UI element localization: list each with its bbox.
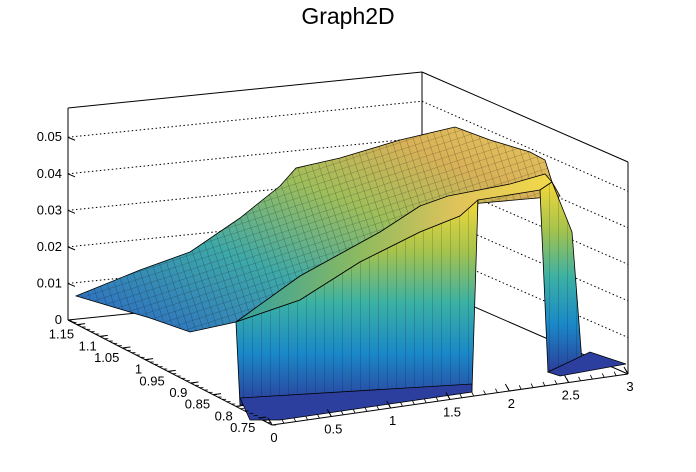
x-minor-tick <box>388 403 392 409</box>
surface-floor-right <box>546 351 627 377</box>
z-grid-left-5 <box>67 100 423 138</box>
y-tick-label: 1 <box>135 362 142 377</box>
x-minor-tick <box>376 405 380 410</box>
x-minor-tick <box>554 380 558 385</box>
x-minor-tick <box>412 400 415 405</box>
x-tick-label: 3 <box>626 379 633 394</box>
z-tick-mark <box>67 136 76 141</box>
frame-edge-front-y <box>67 319 273 426</box>
x-minor-tick <box>601 373 605 378</box>
axis-ticks: 00.010.020.030.040.0500.511.522.530.750.… <box>37 129 634 445</box>
z-grid-right-5 <box>421 100 629 192</box>
z-tick-mark <box>67 246 76 251</box>
z-tick-label: 0 <box>55 312 62 327</box>
x-tick-label: 2.5 <box>562 388 580 403</box>
surface <box>74 126 627 421</box>
y-tick-label: 0.85 <box>185 397 210 412</box>
x-minor-tick <box>352 408 356 414</box>
x-minor-tick <box>483 390 486 395</box>
y-tick-label: 0.8 <box>215 408 233 423</box>
chart-title: Graph2D <box>301 3 394 29</box>
x-minor-tick <box>578 376 581 381</box>
x-minor-tick <box>317 414 320 419</box>
y-tick-label: 1.05 <box>94 350 119 365</box>
x-minor-tick <box>328 412 332 417</box>
z-tick-label: 0.01 <box>37 275 62 290</box>
x-minor-tick <box>447 395 451 400</box>
x-tick-label: 0.5 <box>324 422 342 437</box>
x-minor-tick <box>423 398 427 404</box>
x-minor-tick <box>613 371 617 376</box>
x-tick-label: 1.5 <box>443 405 461 420</box>
y-tick-label: 1.1 <box>79 338 97 353</box>
x-minor-tick <box>281 419 285 424</box>
x-tick-label: 0 <box>270 430 277 445</box>
y-tick-label: 0.75 <box>230 420 255 435</box>
frame-edge-top-back-right <box>421 71 629 163</box>
x-minor-tick <box>435 397 439 402</box>
z-tick-label: 0.02 <box>37 239 62 254</box>
y-tick-label: 0.9 <box>169 385 187 400</box>
x-minor-tick <box>471 391 475 397</box>
surface-wall-front-mesh <box>236 200 478 405</box>
x-minor-tick <box>293 417 297 422</box>
y-tick-label: 0.95 <box>139 373 164 388</box>
frame-edge-top-back-left <box>67 71 423 109</box>
x-minor-tick <box>590 374 593 380</box>
x-minor-tick <box>400 402 403 407</box>
z-tick-label: 0.03 <box>37 202 62 217</box>
x-minor-tick <box>305 415 308 421</box>
x-minor-tick <box>459 393 463 398</box>
x-minor-tick <box>495 388 498 393</box>
x-tick-label: 1 <box>389 413 396 428</box>
x-minor-tick <box>530 383 534 388</box>
x-minor-tick <box>625 369 629 375</box>
x-minor-tick <box>518 385 522 390</box>
z-tick-mark <box>67 173 76 178</box>
x-tick-label: 2 <box>508 396 515 411</box>
z-tick-mark <box>67 209 76 214</box>
z-tick-label: 0.05 <box>37 129 62 144</box>
z-tick-label: 0.04 <box>37 166 62 181</box>
z-grid-left-4 <box>67 137 423 175</box>
surface-floor-left <box>239 383 473 421</box>
x-minor-tick <box>364 407 368 412</box>
x-minor-tick <box>566 378 570 383</box>
z-tick-mark <box>67 282 76 287</box>
x-minor-tick <box>340 410 344 415</box>
surface-wall-right-mesh <box>540 182 582 372</box>
surface-top-mesh <box>76 127 560 332</box>
x-minor-tick <box>506 386 510 392</box>
y-tick-label: 1.15 <box>49 327 74 342</box>
x-minor-tick <box>542 381 546 387</box>
